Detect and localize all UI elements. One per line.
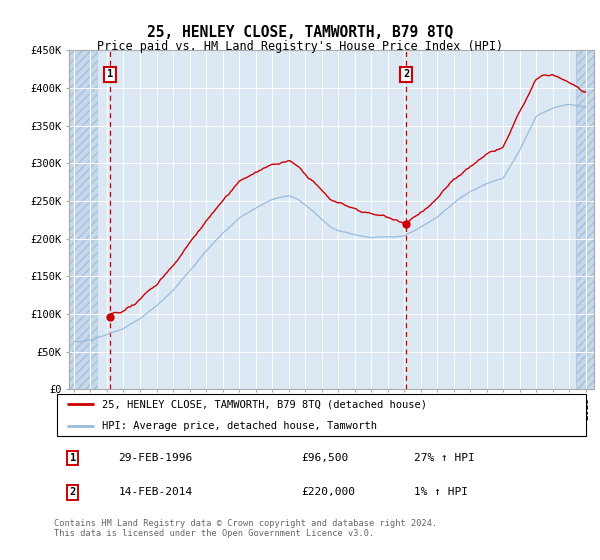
Bar: [69, 50, 97, 389]
Text: £220,000: £220,000: [301, 487, 355, 497]
Text: Contains HM Land Registry data © Crown copyright and database right 2024.
This d: Contains HM Land Registry data © Crown c…: [54, 519, 437, 538]
Text: 1: 1: [70, 453, 76, 463]
Bar: [69, 50, 97, 389]
Text: 2: 2: [70, 487, 76, 497]
Text: 2: 2: [403, 69, 409, 80]
Text: £96,500: £96,500: [301, 453, 348, 463]
Text: 25, HENLEY CLOSE, TAMWORTH, B79 8TQ: 25, HENLEY CLOSE, TAMWORTH, B79 8TQ: [147, 25, 453, 40]
Text: Price paid vs. HM Land Registry's House Price Index (HPI): Price paid vs. HM Land Registry's House …: [97, 40, 503, 53]
Text: HPI: Average price, detached house, Tamworth: HPI: Average price, detached house, Tamw…: [103, 421, 377, 431]
Text: 25, HENLEY CLOSE, TAMWORTH, B79 8TQ (detached house): 25, HENLEY CLOSE, TAMWORTH, B79 8TQ (det…: [103, 399, 427, 409]
Bar: [576, 50, 594, 389]
Bar: [576, 50, 594, 389]
Text: 29-FEB-1996: 29-FEB-1996: [118, 453, 193, 463]
Text: 14-FEB-2014: 14-FEB-2014: [118, 487, 193, 497]
Text: 1% ↑ HPI: 1% ↑ HPI: [414, 487, 468, 497]
Text: 27% ↑ HPI: 27% ↑ HPI: [414, 453, 475, 463]
Text: 1: 1: [107, 69, 113, 80]
FancyBboxPatch shape: [56, 394, 586, 436]
